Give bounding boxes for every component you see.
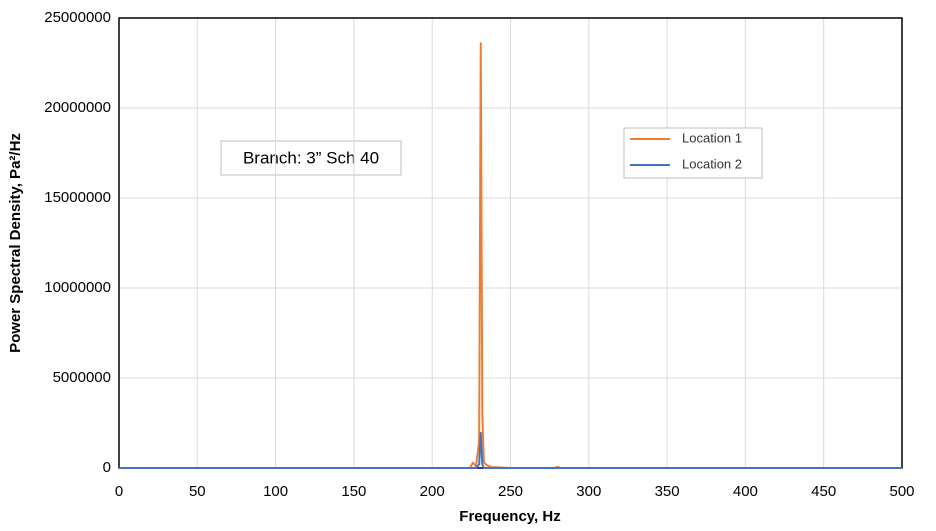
x-tick-label: 50 xyxy=(189,483,206,500)
x-axis-title: Frequency, Hz xyxy=(459,508,560,525)
x-tick-label: 500 xyxy=(889,483,914,500)
x-tick-label: 0 xyxy=(115,483,123,500)
y-tick-label: 0 xyxy=(103,459,111,476)
x-tick-label: 300 xyxy=(576,483,601,500)
legend-label: Location 2 xyxy=(682,156,742,171)
x-tick-label: 100 xyxy=(263,483,288,500)
y-tick-label: 15000000 xyxy=(44,189,111,206)
x-tick-label: 400 xyxy=(733,483,758,500)
x-tick-label: 200 xyxy=(420,483,445,500)
x-tick-label: 250 xyxy=(498,483,523,500)
series-line xyxy=(119,431,902,469)
y-axis-title: Power Spectral Density, Pa²/Hz xyxy=(7,133,24,353)
y-tick-label: 10000000 xyxy=(44,279,111,296)
legend-label: Location 1 xyxy=(682,130,742,145)
x-tick-label: 350 xyxy=(655,483,680,500)
legend-box xyxy=(623,127,763,179)
y-tick-label: 25000000 xyxy=(44,9,111,26)
y-tick-label: 20000000 xyxy=(44,99,111,116)
y-tick-label: 5000000 xyxy=(53,369,111,386)
annotation-box xyxy=(220,140,402,176)
x-tick-label: 450 xyxy=(811,483,836,500)
x-tick-label: 150 xyxy=(341,483,366,500)
annotation: Branch: 3” Sch 40 xyxy=(243,148,379,167)
